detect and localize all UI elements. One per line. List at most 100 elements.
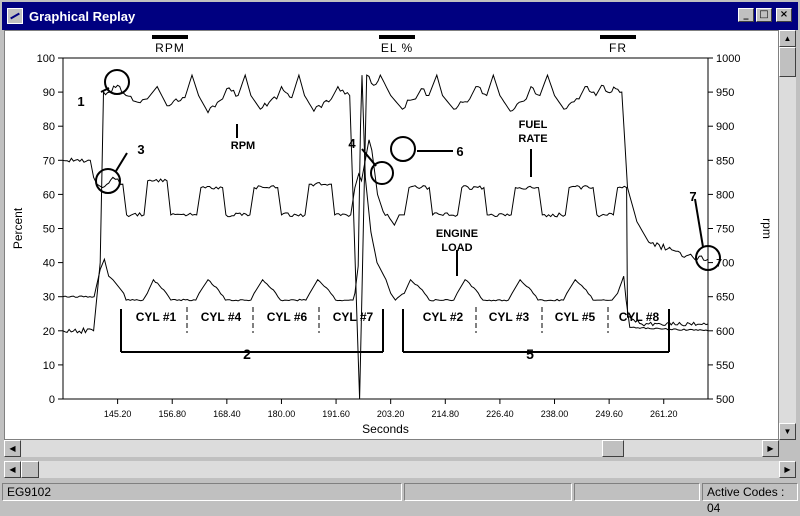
outer-scroll-thumb[interactable] (21, 461, 39, 478)
outer-horizontal-scrollbar[interactable]: ◀ ▶ (4, 461, 796, 478)
left-tick-label: 40 (43, 258, 55, 270)
right-tick-label: 650 (716, 292, 734, 304)
replay-chart: RPM EL % FR 0 10 20 30 40 50 60 70 80 90 100 500 550 60… (11, 35, 774, 436)
x-tick-label: 156.80 (158, 409, 186, 419)
chart-annotation: CYL #4 (201, 310, 242, 324)
chart-annotation: LOAD (441, 242, 472, 254)
right-tick-label: 800 (716, 189, 734, 201)
scroll-corner (779, 440, 796, 457)
x-tick-label: 191.60 (322, 409, 350, 419)
active-codes: Active Codes : 04 (702, 483, 798, 515)
annotation-leader (361, 148, 377, 167)
window-title: Graphical Replay (29, 8, 136, 24)
horizontal-scroll-thumb[interactable] (602, 440, 624, 457)
chart-annotation: 1 (77, 94, 84, 109)
replay-chart-icon[interactable] (7, 8, 23, 24)
minimize-button[interactable]: _ (738, 8, 754, 22)
series-line (62, 73, 709, 400)
chart-annotation: RPM (231, 140, 255, 152)
left-tick-label: 10 (43, 360, 55, 372)
x-tick-label: 168.40 (213, 409, 241, 419)
chart-annotation: 5 (526, 346, 534, 362)
series-line (62, 75, 709, 332)
horizontal-scrollbar[interactable]: ◀ ▶ (4, 440, 779, 457)
annotation-leader (100, 87, 110, 93)
legend-swatch (152, 35, 188, 39)
chart-annotation: 2 (243, 346, 251, 362)
annotation-circle (370, 161, 394, 185)
annotation-circle (390, 136, 416, 162)
right-tick-label: 600 (716, 326, 734, 338)
chart-annotation: CYL #6 (267, 310, 308, 324)
scroll-down-button[interactable]: ▼ (779, 423, 796, 440)
legend-label: RPM (155, 41, 185, 55)
left-tick-label: 90 (43, 87, 55, 99)
scroll-right-button[interactable]: ▶ (762, 440, 779, 457)
chart-annotation: CYL #2 (423, 310, 464, 324)
chart-annotation: CYL #5 (555, 310, 596, 324)
vertical-scroll-thumb[interactable] (779, 47, 796, 77)
status-panel-empty-1 (404, 483, 572, 501)
chart-annotation: RATE (518, 133, 547, 145)
left-tick-label: 70 (43, 155, 55, 167)
x-tick-label: 249.60 (595, 409, 623, 419)
right-tick-label: 900 (716, 121, 734, 133)
chart-annotation: 6 (456, 144, 463, 159)
x-axis-label: Seconds (362, 422, 409, 436)
title-bar[interactable]: Graphical Replay _ □ × (2, 2, 798, 30)
x-tick-label: 226.40 (486, 409, 514, 419)
right-tick-label: 550 (716, 360, 734, 372)
left-tick-label: 80 (43, 121, 55, 133)
chart-annotation: ENGINE (436, 228, 478, 240)
x-tick-label: 145.20 (104, 409, 132, 419)
x-tick-label: 214.80 (432, 409, 460, 419)
left-tick-label: 50 (43, 224, 55, 236)
graphical-replay-window: Graphical Replay _ □ × RPM EL % FR 0 10 20 30… (0, 0, 800, 503)
chart-annotation: CYL #1 (136, 310, 177, 324)
right-tick-label: 950 (716, 87, 734, 99)
plot-area: RPM EL % FR 0 10 20 30 40 50 60 70 80 90 100 500 550 60… (4, 30, 779, 440)
legend-label: FR (609, 41, 627, 55)
outer-scroll-right-button[interactable]: ▶ (779, 461, 796, 478)
left-tick-label: 60 (43, 189, 55, 201)
annotation-circle (104, 69, 130, 95)
outer-scroll-left-button[interactable]: ◀ (4, 461, 21, 478)
status-bar: EG9102 Active Codes : 04 (0, 481, 800, 515)
left-tick-label: 0 (49, 394, 55, 406)
chart-annotation: CYL #7 (333, 310, 374, 324)
x-tick-label: 261.20 (650, 409, 678, 419)
left-tick-label: 30 (43, 292, 55, 304)
scroll-up-button[interactable]: ▲ (779, 30, 796, 47)
right-tick-label: 850 (716, 155, 734, 167)
status-panel-empty-2 (574, 483, 700, 501)
status-code: EG9102 (2, 483, 402, 501)
legend-swatch (600, 35, 636, 39)
series-line (62, 139, 709, 327)
y-axis-label-right: rpm (760, 218, 774, 239)
scroll-left-button[interactable]: ◀ (4, 440, 21, 457)
maximize-button[interactable]: □ (756, 8, 772, 22)
plot-frame (62, 57, 709, 400)
left-tick-label: 20 (43, 326, 55, 338)
legend-swatch (379, 35, 415, 39)
chart-annotation: 7 (689, 189, 696, 204)
annotation-circle (695, 245, 721, 271)
x-tick-label: 203.20 (377, 409, 405, 419)
vertical-scrollbar[interactable]: ▲ ▼ (779, 30, 796, 440)
annotation-leader (115, 152, 128, 172)
chart-annotation: CYL #3 (489, 310, 530, 324)
chart-annotation: FUEL (519, 119, 548, 131)
x-tick-label: 180.00 (268, 409, 296, 419)
close-button[interactable]: × (776, 8, 792, 22)
annotation-circle (95, 168, 121, 194)
legend-label: EL % (381, 41, 413, 55)
right-tick-label: 1000 (716, 53, 740, 65)
x-tick-label: 238.00 (541, 409, 569, 419)
right-tick-label: 500 (716, 394, 734, 406)
right-tick-label: 750 (716, 224, 734, 236)
left-tick-label: 100 (37, 53, 55, 65)
chart-annotation: CYL #8 (619, 310, 660, 324)
annotation-leader (694, 198, 704, 248)
y-axis-label-left: Percent (11, 207, 25, 249)
chart-annotation: 4 (348, 136, 356, 151)
